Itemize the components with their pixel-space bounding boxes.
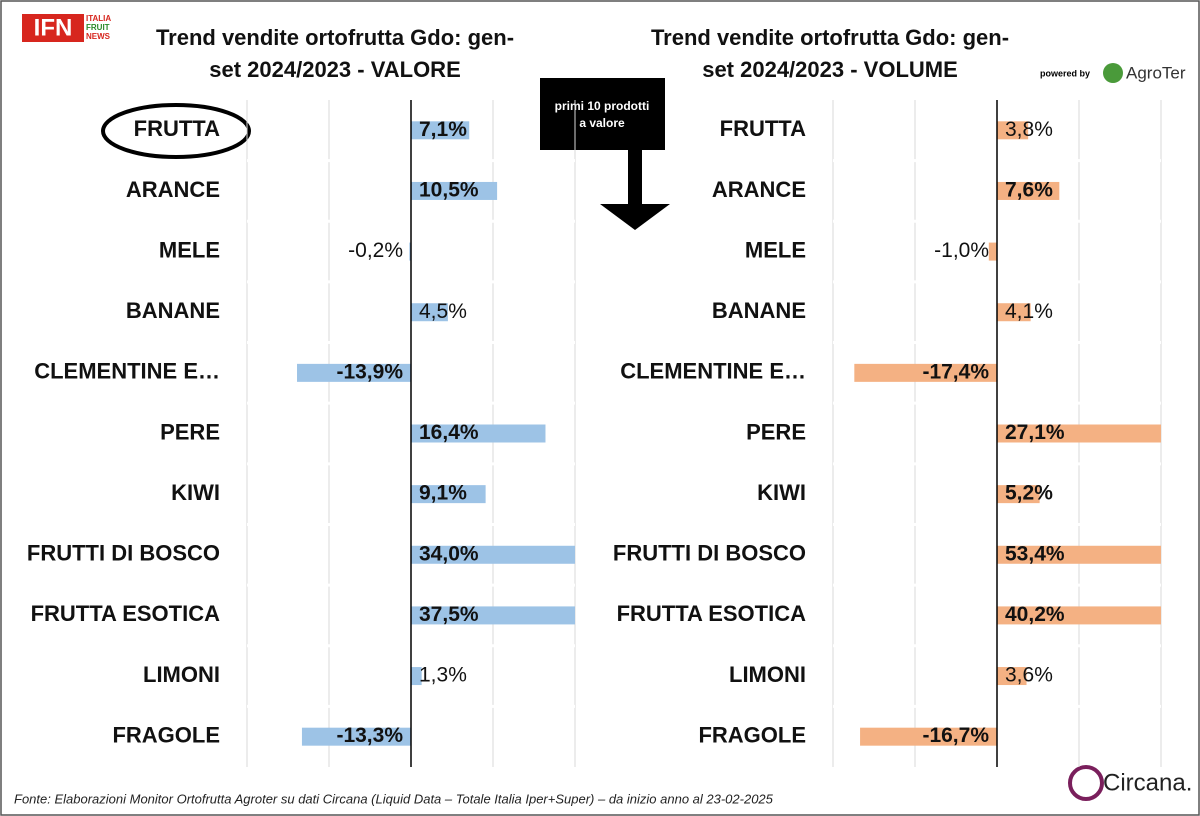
bar (301, 727, 411, 746)
circana-icon (1068, 765, 1104, 801)
logo-line: ITALIA (86, 14, 111, 23)
category-label: MELE (159, 237, 220, 262)
value-label: 5,2% (1005, 482, 1053, 505)
category-label: CLEMENTINE E… (620, 359, 806, 384)
value-label: -17,4% (922, 360, 989, 383)
category-label: FRAGOLE (112, 722, 220, 747)
value-label: -13,9% (336, 360, 403, 383)
category-label: PERE (746, 419, 806, 444)
category-label: FRUTTA (720, 116, 806, 141)
bar (411, 424, 546, 443)
category-label: FRUTTI DI BOSCO (27, 541, 220, 566)
category-label: FRAGOLE (698, 722, 806, 747)
value-label: -0,2% (348, 239, 403, 262)
value-label: -1,0% (934, 239, 989, 262)
bar (997, 121, 1029, 140)
category-label: MELE (745, 237, 806, 262)
value-label: 1,3% (419, 664, 467, 687)
category-label: FRUTTA ESOTICA (31, 601, 221, 626)
bar (411, 121, 470, 140)
bar (411, 303, 448, 322)
bar (997, 181, 1060, 200)
category-label: FRUTTI DI BOSCO (613, 541, 806, 566)
brand-icon (1103, 63, 1123, 83)
value-label: 16,4% (419, 421, 479, 444)
category-label: CLEMENTINE E… (34, 359, 220, 384)
value-label: -13,3% (336, 724, 403, 747)
callout-box (540, 78, 665, 150)
source: Fonte: Elaborazioni Monitor Ortofrutta A… (14, 791, 774, 806)
highlight-ellipse (101, 103, 251, 159)
value-label: 34,0% (419, 542, 479, 565)
logo-box (22, 14, 84, 42)
bar (409, 242, 411, 261)
value-label: 3,8% (1005, 118, 1053, 141)
callout-arrow (600, 150, 670, 230)
callout: primi 10 prodotti a valore (540, 78, 670, 230)
value-label: 37,5% (419, 603, 479, 626)
bar (988, 242, 997, 261)
logo-text: IFN (34, 14, 73, 41)
logo: IFN ITALIA FRUIT NEWS (22, 14, 111, 42)
bar (997, 303, 1031, 322)
category-label: ARANCE (126, 177, 220, 202)
callout-text: primi 10 prodotti (555, 99, 650, 113)
value-label: 3,6% (1005, 664, 1053, 687)
bar (411, 181, 498, 200)
bar (411, 667, 422, 686)
bar (411, 606, 575, 625)
value-label: 4,5% (419, 300, 467, 323)
bar (997, 485, 1040, 504)
logo-line: NEWS (86, 32, 111, 41)
value-label: 27,1% (1005, 421, 1065, 444)
value-label: -16,7% (922, 724, 989, 747)
bar (411, 545, 575, 564)
bar (997, 545, 1161, 564)
category-label: LIMONI (729, 662, 806, 687)
bar (411, 485, 486, 504)
category-label: BANANE (126, 298, 220, 323)
bar (854, 363, 997, 382)
bar (997, 424, 1161, 443)
category-label: ARANCE (712, 177, 806, 202)
bar (860, 727, 997, 746)
circana: Circana. (1103, 769, 1192, 796)
bars (854, 121, 1161, 746)
category-label: BANANE (712, 298, 806, 323)
value-label: 9,1% (419, 482, 467, 505)
bar (297, 363, 411, 382)
bar (997, 606, 1161, 625)
chart-title: Trend vendite ortofrutta Gdo: gen-set 20… (650, 25, 1010, 82)
category-label: PERE (160, 419, 220, 444)
logo-line: FRUIT (86, 23, 110, 32)
category-label: LIMONI (143, 662, 220, 687)
bars (297, 121, 575, 746)
value-label: 40,2% (1005, 603, 1065, 626)
value-label: 7,1% (419, 118, 467, 141)
category-label: KIWI (171, 480, 220, 505)
value-label: 7,6% (1005, 179, 1053, 202)
value-label: 10,5% (419, 179, 479, 202)
category-label: KIWI (757, 480, 806, 505)
powered-by: powered by (1040, 68, 1090, 78)
callout-text: a valore (579, 116, 625, 130)
bar (997, 667, 1027, 686)
chart-title: Trend vendite ortofrutta Gdo: gen-set 20… (155, 25, 515, 82)
value-label: 53,4% (1005, 542, 1065, 565)
category-label: FRUTTA (134, 116, 220, 141)
category-label: FRUTTA ESOTICA (617, 601, 807, 626)
value-label: 4,1% (1005, 300, 1053, 323)
brand: AgroTer (1126, 63, 1186, 82)
